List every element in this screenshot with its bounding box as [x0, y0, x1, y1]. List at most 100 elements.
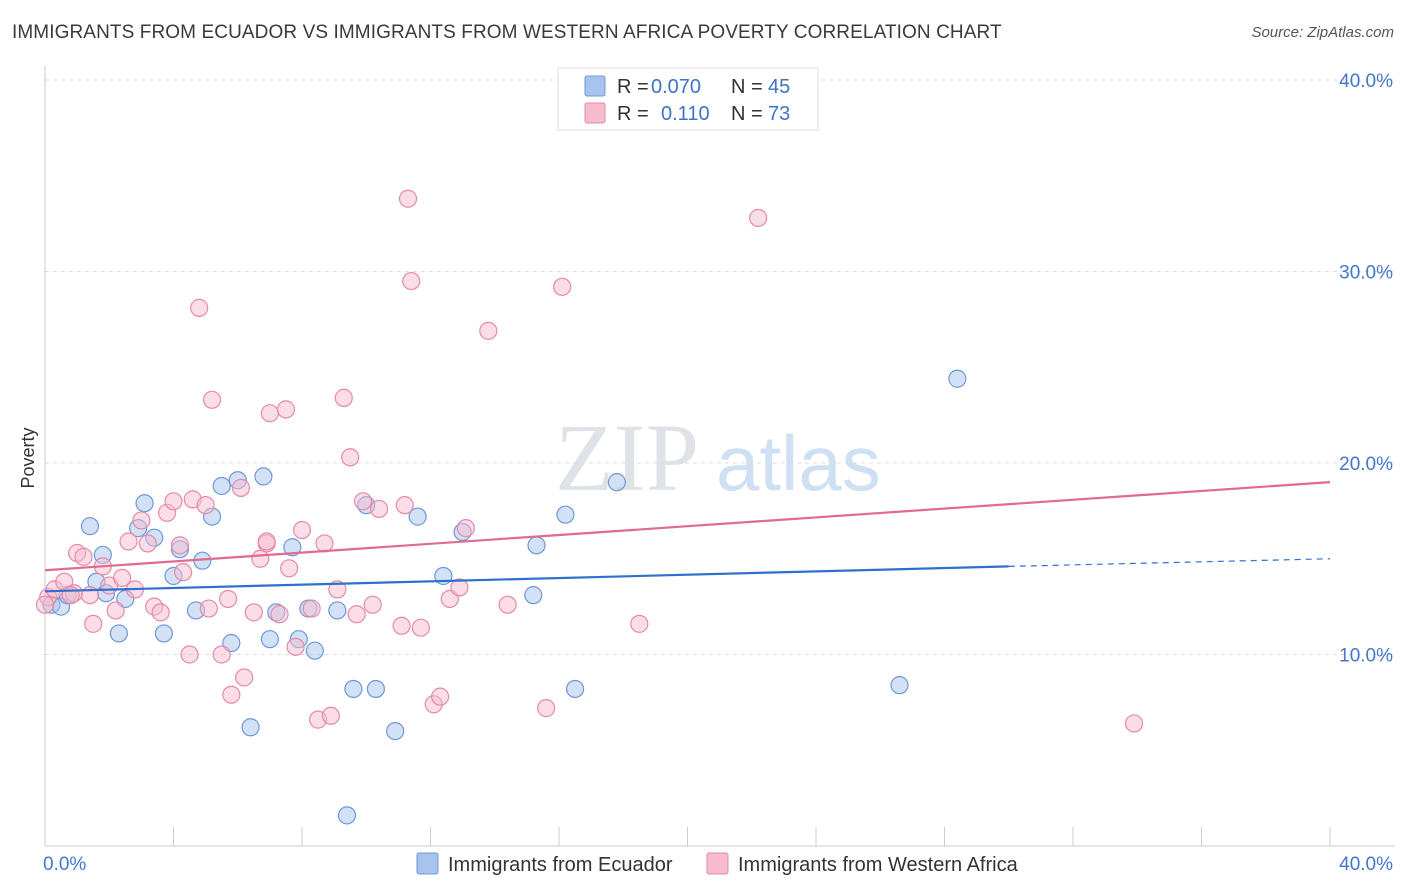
point-western-africa: [334, 388, 353, 407]
point-western-africa: [450, 578, 469, 597]
point-ecuador: [109, 624, 128, 643]
source-label: Source: ZipAtlas.com: [1251, 24, 1394, 41]
point-western-africa: [235, 668, 254, 687]
point-western-africa: [138, 534, 157, 553]
point-ecuador: [524, 586, 543, 605]
trend-line-western-africa: [44, 481, 1331, 572]
point-ecuador: [890, 676, 909, 695]
point-western-africa: [537, 699, 556, 718]
point-ecuador: [337, 806, 357, 825]
point-western-africa: [119, 532, 138, 551]
point-western-africa: [402, 271, 421, 291]
point-western-africa: [328, 580, 347, 599]
gridlines: [45, 79, 1395, 655]
x-tick-label: 40.0%: [1339, 854, 1393, 875]
point-ecuador: [607, 473, 626, 492]
legend-r-label-western-africa: R =: [617, 103, 649, 125]
point-ecuador: [212, 476, 231, 496]
point-ecuador: [283, 538, 302, 557]
point-western-africa: [257, 532, 276, 551]
point-ecuador: [154, 624, 173, 643]
point-ecuador: [366, 679, 385, 699]
point-ecuador: [260, 630, 279, 649]
point-western-africa: [212, 645, 231, 664]
point-ecuador: [80, 517, 100, 536]
point-western-africa: [270, 605, 289, 624]
legend-r-value-ecuador: 0.070: [651, 76, 701, 98]
trend-line-ecuador: [44, 565, 1009, 593]
series-legend-swatch-ecuador: [416, 852, 439, 875]
point-western-africa: [498, 595, 517, 614]
point-ecuador: [328, 601, 347, 620]
trend-lines: [44, 481, 1331, 593]
point-western-africa: [202, 390, 222, 409]
legend-n-value-western-africa: 73: [768, 103, 790, 125]
point-western-africa: [630, 614, 649, 633]
legend-r-label-ecuador: R =: [617, 76, 649, 98]
chart-title: IMMIGRANTS FROM ECUADOR VS IMMIGRANTS FR…: [12, 22, 1002, 43]
point-western-africa: [1124, 714, 1144, 733]
point-western-africa: [164, 492, 183, 511]
point-western-africa: [749, 208, 768, 227]
legend-n-value-ecuador: 45: [768, 76, 790, 98]
legend-n-label-ecuador: N =: [731, 76, 763, 98]
series-legend-label-ecuador: Immigrants from Ecuador: [448, 854, 673, 876]
point-western-africa: [479, 321, 498, 340]
y-tick-label: 40.0%: [1339, 71, 1393, 92]
point-ecuador: [556, 505, 575, 524]
legend-r-value-western-africa: 0.110: [661, 103, 710, 125]
point-ecuador: [305, 641, 324, 660]
point-western-africa: [170, 536, 190, 555]
point-western-africa: [196, 496, 215, 515]
scatter-points: [35, 189, 1144, 825]
point-ecuador: [408, 507, 427, 526]
point-western-africa: [392, 616, 411, 635]
series-legend: Immigrants from Ecuador Immigrants from …: [416, 852, 1019, 876]
point-western-africa: [151, 603, 170, 622]
point-western-africa: [190, 298, 209, 317]
point-ecuador: [386, 721, 405, 741]
correlation-legend: R = 0.070 N = 45 R = 0.110 N = 73: [557, 67, 819, 131]
x-tick-label: 0.0%: [43, 854, 86, 875]
point-western-africa: [199, 599, 218, 618]
point-western-africa: [180, 645, 199, 664]
y-tick-label: 10.0%: [1339, 646, 1393, 667]
point-western-africa: [398, 189, 418, 208]
legend-swatch-ecuador: [584, 75, 606, 97]
point-western-africa: [321, 706, 341, 725]
point-western-africa: [231, 478, 251, 497]
watermark: ZIP atlas: [555, 404, 881, 511]
trend-line-ecuador-extension: [1008, 558, 1331, 568]
point-western-africa: [395, 496, 414, 515]
watermark-zip: ZIP: [555, 404, 699, 511]
point-western-africa: [74, 547, 93, 566]
point-western-africa: [280, 559, 299, 578]
point-western-africa: [353, 492, 373, 511]
point-western-africa: [35, 595, 55, 614]
point-western-africa: [174, 563, 193, 582]
point-western-africa: [260, 404, 279, 423]
series-legend-label-western-africa: Immigrants from Western Africa: [738, 854, 1019, 876]
point-western-africa: [292, 520, 312, 540]
legend-swatch-western-africa: [584, 102, 606, 124]
point-western-africa: [61, 586, 80, 605]
point-western-africa: [431, 687, 450, 706]
point-western-africa: [222, 685, 241, 704]
point-ecuador: [135, 494, 154, 513]
legend-n-label-western-africa: N =: [731, 103, 763, 125]
point-western-africa: [302, 599, 321, 618]
point-western-africa: [553, 277, 572, 296]
point-western-africa: [286, 637, 305, 656]
point-western-africa: [112, 568, 132, 588]
point-western-africa: [251, 549, 270, 568]
point-western-africa: [411, 618, 430, 637]
series-legend-swatch-western-africa: [706, 852, 729, 875]
point-western-africa: [132, 511, 151, 530]
point-western-africa: [370, 499, 389, 519]
point-western-africa: [244, 603, 263, 622]
point-ecuador: [565, 679, 585, 699]
point-ecuador: [241, 718, 260, 737]
point-western-africa: [84, 614, 103, 633]
point-western-africa: [315, 534, 334, 553]
